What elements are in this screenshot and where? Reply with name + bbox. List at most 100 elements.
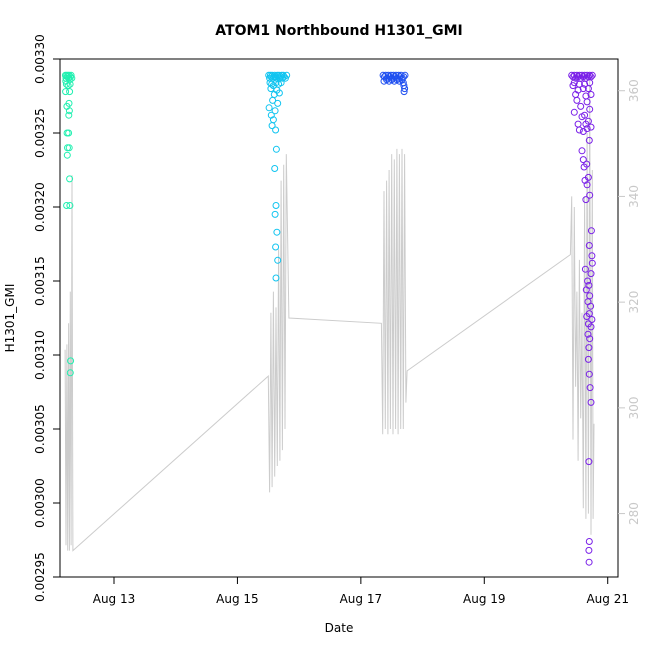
data-point xyxy=(65,144,73,152)
data-point xyxy=(581,80,589,88)
x-axis: Aug 13 Aug 15 Aug 17 Aug 19 Aug 21 xyxy=(93,577,629,606)
data-point xyxy=(569,82,577,90)
data-point xyxy=(274,256,282,264)
data-point xyxy=(583,71,591,79)
data-point xyxy=(587,323,595,331)
y-axis: 0.00295 0.00300 0.00305 0.00310 0.00315 0.003… xyxy=(33,34,60,602)
y-tick-label: 0.00295 xyxy=(33,552,47,602)
data-point xyxy=(579,85,587,93)
data-point xyxy=(587,302,595,310)
data-point xyxy=(579,128,587,135)
x-tick-label: Aug 17 xyxy=(340,592,383,606)
data-point xyxy=(585,558,593,566)
data-point xyxy=(271,210,279,218)
data-point xyxy=(583,313,591,320)
right-tick-label: 300 xyxy=(627,396,641,419)
data-point xyxy=(580,163,588,171)
data-point xyxy=(582,120,590,128)
data-point xyxy=(582,286,590,294)
data-point xyxy=(578,147,586,155)
data-point xyxy=(267,111,275,119)
data-point xyxy=(269,96,277,104)
data-point xyxy=(66,88,74,96)
data-point xyxy=(582,196,590,204)
data-point xyxy=(570,108,578,116)
data-point xyxy=(588,71,596,79)
data-point xyxy=(587,91,595,98)
y-tick-label: 0.00310 xyxy=(33,330,47,380)
data-point xyxy=(584,330,592,338)
x-tick-label: Aug 21 xyxy=(586,592,629,606)
data-point xyxy=(66,369,74,377)
data-point xyxy=(583,98,591,106)
data-point xyxy=(587,123,595,131)
data-point xyxy=(587,227,595,235)
data-point xyxy=(401,85,409,93)
data-point xyxy=(585,136,593,144)
data-point xyxy=(586,335,594,343)
data-point xyxy=(585,458,593,466)
data-point xyxy=(581,176,589,184)
data-point xyxy=(63,151,71,159)
data-point xyxy=(63,202,71,209)
x-axis-label: Date xyxy=(325,621,354,635)
data-point xyxy=(584,277,592,285)
data-point xyxy=(585,344,593,352)
data-point xyxy=(400,88,408,96)
data-point xyxy=(265,104,273,112)
data-point xyxy=(581,265,589,273)
data-point xyxy=(588,259,596,267)
data-point xyxy=(65,111,73,119)
data-point xyxy=(588,252,596,260)
right-tick-label: 280 xyxy=(627,502,641,525)
data-point xyxy=(273,228,281,236)
data-point xyxy=(584,355,592,363)
data-point xyxy=(575,126,583,134)
data-point xyxy=(274,99,282,107)
data-point xyxy=(66,175,74,183)
data-point xyxy=(271,107,279,115)
data-point xyxy=(585,370,593,378)
data-point xyxy=(584,85,592,93)
data-point xyxy=(585,242,593,249)
x-tick-label: Aug 15 xyxy=(216,592,259,606)
data-point xyxy=(62,80,70,88)
y-tick-label: 0.00300 xyxy=(33,478,47,528)
right-tick-label: 360 xyxy=(627,79,641,102)
y-tick-label: 0.00315 xyxy=(33,256,47,306)
y-tick-label: 0.00325 xyxy=(33,108,47,158)
data-point xyxy=(586,105,594,113)
data-point xyxy=(586,384,594,392)
data-point xyxy=(62,88,70,96)
chart-title: ATOM1 Northbound H1301_GMI xyxy=(215,23,462,39)
data-point xyxy=(268,122,276,130)
data-point xyxy=(588,316,596,323)
secondary-series-line xyxy=(64,74,595,552)
points-layer xyxy=(61,71,596,566)
data-point xyxy=(65,107,73,115)
right-tick-label: 340 xyxy=(627,185,641,208)
data-point xyxy=(587,398,595,406)
data-point xyxy=(65,129,73,137)
data-point xyxy=(585,546,593,554)
data-point xyxy=(272,243,280,251)
y-axis-label: H1301_GMI xyxy=(3,284,17,353)
right-axis: 280 300 320 340 360 xyxy=(618,79,641,525)
data-point xyxy=(66,80,74,88)
data-point xyxy=(272,126,280,134)
data-point xyxy=(578,113,586,121)
x-tick-label: Aug 19 xyxy=(463,592,506,606)
data-point xyxy=(587,270,595,278)
data-point xyxy=(268,80,276,88)
data-point xyxy=(272,202,280,209)
y-tick-label: 0.00330 xyxy=(33,34,47,84)
data-point xyxy=(583,181,591,189)
right-tick-label: 320 xyxy=(627,291,641,314)
data-point xyxy=(585,538,593,545)
plot-frame xyxy=(59,58,619,578)
data-point xyxy=(277,79,285,87)
data-point xyxy=(67,71,75,79)
data-point xyxy=(283,71,291,79)
data-point xyxy=(579,156,587,164)
